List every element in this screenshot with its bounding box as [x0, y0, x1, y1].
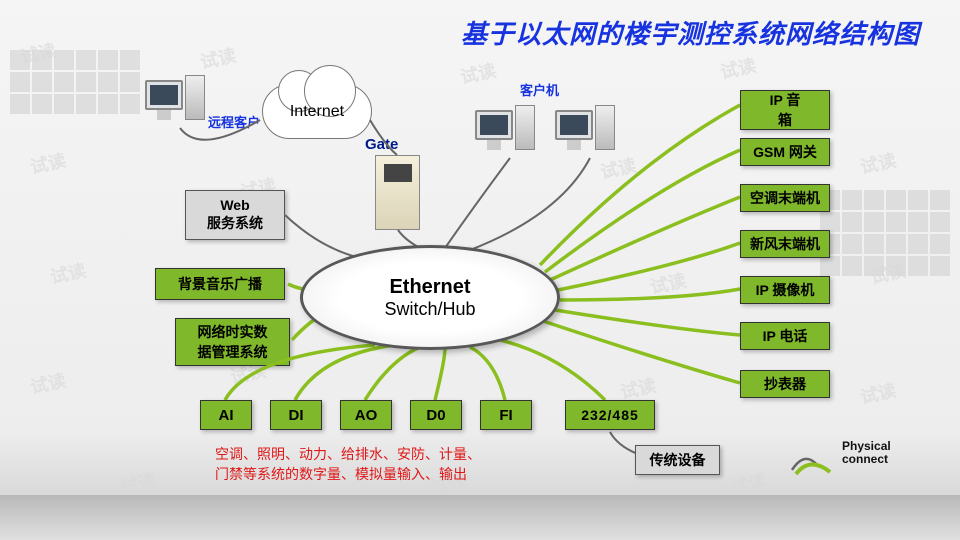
gateway-device-icon — [375, 155, 420, 230]
io-box-ao: AO — [340, 400, 392, 430]
remote-client-label: 远程客户 — [208, 112, 260, 131]
io-box-fi: FI — [480, 400, 532, 430]
client-pc2-icon — [555, 105, 620, 160]
right-box-5: IP 电话 — [740, 322, 830, 350]
client-machine-label: 客户机 — [520, 80, 559, 99]
legend-label: Physical connect — [842, 440, 912, 466]
legacy-device-box: 传统设备 — [635, 445, 720, 475]
right-box-2: 空调末端机 — [740, 184, 830, 212]
watermark-text: 试读 — [858, 377, 899, 410]
page-title: 基于以太网的楼宇测控系统网络结构图 — [0, 14, 920, 51]
watermark-text: 试读 — [858, 147, 899, 180]
ethernet-hub: Ethernet Switch/Hub — [300, 245, 560, 350]
legend-swoosh-icon — [790, 448, 835, 476]
io-box-d0: D0 — [410, 400, 462, 430]
remote-client-pc-icon — [145, 75, 210, 130]
internet-label: Internet — [290, 103, 344, 121]
central-line2: Switch/Hub — [384, 299, 475, 320]
watermark-text: 试读 — [718, 52, 759, 85]
right-box-0: IP 音 箱 — [740, 90, 830, 130]
right-box-6: 抄表器 — [740, 370, 830, 398]
internet-cloud: Internet — [262, 84, 372, 139]
watermark-text: 试读 — [458, 57, 499, 90]
watermark-text: 试读 — [28, 147, 69, 180]
footnote-text: 空调、照明、动力、给排水、安防、计量、 门禁等系统的数字量、模拟量输入、输出 — [215, 445, 481, 484]
watermark-text: 试读 — [648, 267, 689, 300]
rtdb-box: 网络时实数 据管理系统 — [175, 318, 290, 366]
serial-box: 232/485 — [565, 400, 655, 430]
right-box-1: GSM 网关 — [740, 138, 830, 166]
right-box-4: IP 摄像机 — [740, 276, 830, 304]
client-pc1-icon — [475, 105, 540, 160]
watermark-text: 试读 — [28, 367, 69, 400]
floor-bar — [0, 495, 960, 540]
web-server-box: Web 服务系统 — [185, 190, 285, 240]
gate-label: Gate — [365, 136, 398, 153]
central-line1: Ethernet — [389, 276, 470, 299]
watermark-text: 试读 — [48, 257, 89, 290]
right-box-3: 新风末端机 — [740, 230, 830, 258]
io-box-di: DI — [270, 400, 322, 430]
io-box-ai: AI — [200, 400, 252, 430]
bgm-box: 背景音乐广播 — [155, 268, 285, 300]
